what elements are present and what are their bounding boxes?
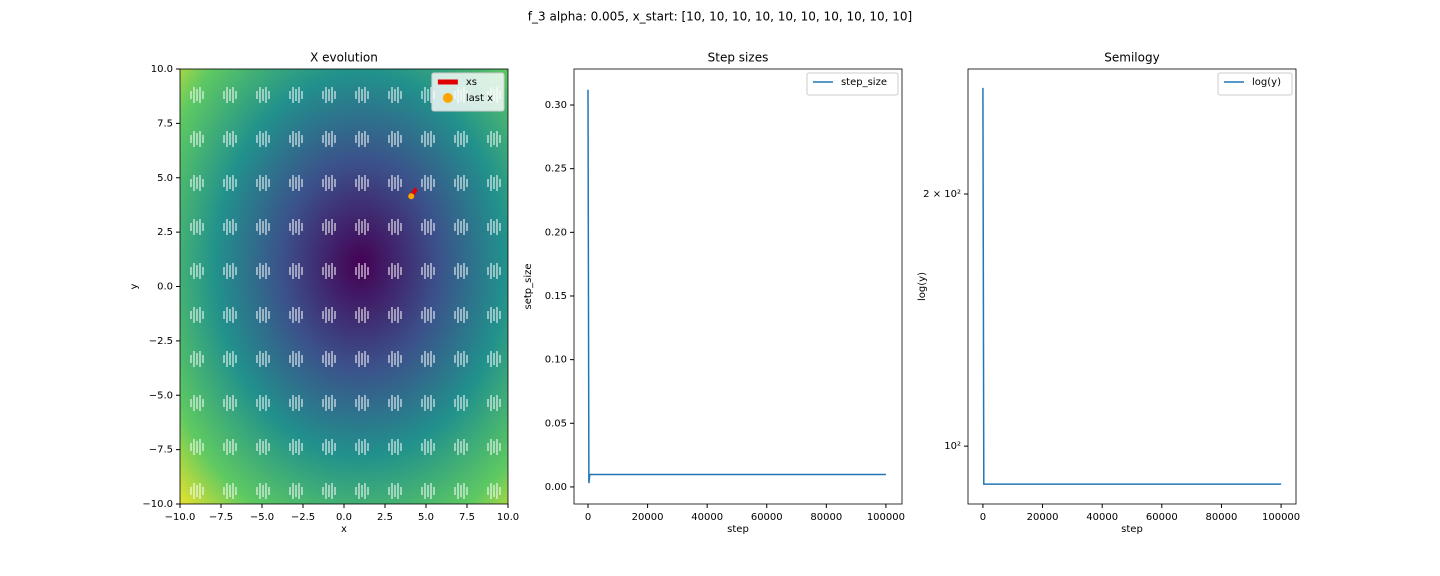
x-tick-label: −7.5: [209, 512, 233, 523]
y-tick-label: 5.0: [157, 173, 173, 184]
figure-title: f_3 alpha: 0.005, x_start: [10, 10, 10, …: [528, 10, 912, 24]
y-tick-label: 10²: [944, 441, 961, 452]
x-tick-label: 100000: [1262, 512, 1300, 523]
legend: xs last x: [431, 72, 505, 112]
legend-box: [1217, 72, 1293, 96]
y-tick-label: 0.10: [545, 355, 567, 366]
x-tick-label: 80000: [1206, 512, 1238, 523]
axes-frame: [179, 68, 509, 505]
legend-label: xs: [466, 77, 477, 88]
x-tick-label: 0.0: [336, 512, 352, 523]
y-tick-label: −10.0: [142, 499, 173, 510]
x-tick-label: 5.0: [418, 512, 434, 523]
plot-area: [408, 187, 418, 200]
x-tick-label: 0: [585, 512, 591, 523]
x-tick-label: 100000: [867, 512, 905, 523]
y-tick-label: −7.5: [149, 445, 173, 456]
x-tick-label: 10.0: [497, 512, 519, 523]
x-tick-label: 7.5: [459, 512, 475, 523]
y-tick-label: 0.0: [157, 282, 173, 293]
point: [408, 193, 415, 200]
y-tick-label: 10.0: [151, 64, 173, 75]
subplot: 0 20000 40000 60000 80000 100000 10² 2 × 10² Sem…: [917, 51, 1300, 536]
x-tick-label: 20000: [1027, 512, 1059, 523]
y-tick-label: 0.15: [545, 291, 567, 302]
chart-title: X evolution: [310, 51, 378, 65]
legend-swatch: [442, 93, 453, 103]
y-tick-label: −2.5: [149, 336, 173, 347]
y-tick-label: 0.00: [545, 482, 567, 493]
y-tick-label: 2 × 10²: [923, 189, 961, 200]
x-tick-label: 80000: [810, 512, 842, 523]
x-tick-label: 2.5: [377, 512, 393, 523]
y-tick-label: 0.20: [545, 227, 567, 238]
plot-area: [982, 87, 1282, 485]
chart-title: Semilogy: [1104, 51, 1159, 65]
x-axis-label: step: [727, 524, 749, 535]
x-tick-label: 0: [980, 512, 986, 523]
subplot: 0 20000 40000 60000 80000 100000 0.00 0.05 0.10 0…: [523, 51, 905, 536]
y-tick-label: 0.25: [545, 164, 567, 175]
y-axis-label: setp_size: [523, 263, 534, 309]
x-tick-label: 40000: [691, 512, 723, 523]
subplot: −10.0 −7.5 −5.0 −2.5 0.0 2.5 5.0 7.5 10.0 −10.0 −7…: [129, 51, 519, 536]
x-axis-label: x: [341, 524, 347, 535]
x-tick-label: 20000: [632, 512, 664, 523]
y-tick-label: 0.05: [545, 418, 567, 429]
y-axis-label: log(y): [917, 272, 928, 301]
legend: step_size: [806, 72, 899, 96]
axes-frame: [573, 68, 903, 505]
x-tick-label: 60000: [751, 512, 783, 523]
legend-box: [806, 72, 899, 96]
y-axis-label: y: [129, 283, 140, 289]
x-tick-label: 40000: [1086, 512, 1118, 523]
y-tick-label: 7.5: [157, 118, 173, 129]
line: [982, 87, 1282, 485]
legend-label: last x: [466, 93, 493, 104]
y-tick-label: 0.30: [545, 100, 567, 111]
x-tick-label: −10.0: [165, 512, 196, 523]
y-tick-label: −5.0: [149, 390, 173, 401]
x-axis-label: step: [1121, 524, 1143, 535]
x-tick-label: −5.0: [250, 512, 274, 523]
x-tick-label: 60000: [1146, 512, 1178, 523]
y-tick-label: 2.5: [157, 227, 173, 238]
x-tick-label: −2.5: [291, 512, 315, 523]
legend-label: step_size: [841, 77, 887, 88]
line: [587, 89, 886, 484]
axes-frame: [967, 68, 1297, 505]
chart-title: Step sizes: [708, 51, 769, 65]
legend-label: log(y): [1252, 77, 1281, 88]
contour-lines: [180, 69, 508, 504]
legend: log(y): [1217, 72, 1293, 96]
plot-area: [587, 89, 886, 484]
